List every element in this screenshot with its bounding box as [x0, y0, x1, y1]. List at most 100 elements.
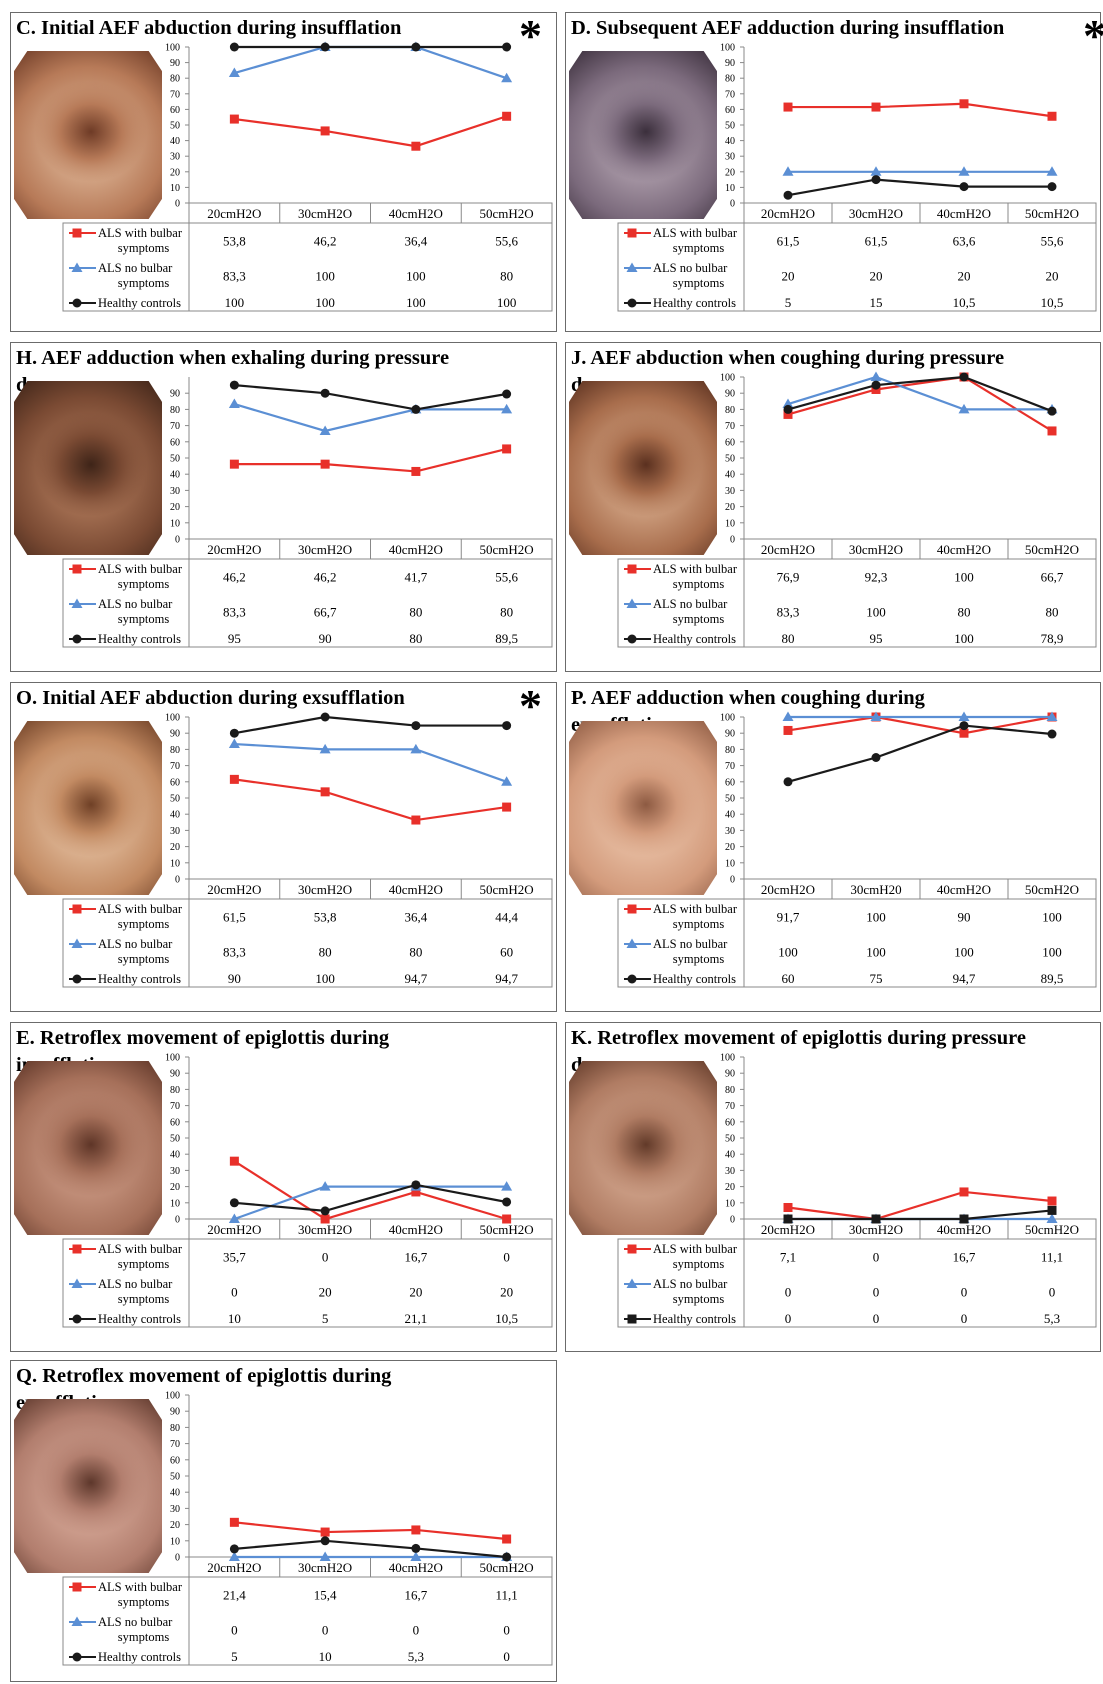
- data-point: [229, 42, 239, 52]
- y-tick-label: 20: [170, 502, 180, 513]
- y-tick-label: 30: [725, 1166, 735, 1177]
- legend-marker: [627, 228, 637, 238]
- data-point: [502, 111, 512, 121]
- laryngoscopy-photo: [14, 381, 162, 555]
- data-point: [319, 1181, 331, 1191]
- x-category-label: 20cmH2O: [207, 542, 261, 557]
- x-category-label: 30cmH2O: [849, 542, 903, 557]
- y-tick-label: 10: [725, 518, 735, 529]
- legend-marker: [627, 298, 637, 308]
- data-point: [501, 72, 513, 83]
- series-line: [234, 402, 507, 433]
- x-category-label: 20cmH2O: [761, 206, 815, 221]
- legend-marker: [72, 228, 82, 238]
- y-tick-label: 90: [725, 389, 735, 400]
- legend-label: symptoms: [673, 917, 725, 931]
- table-cell-value: 94,7: [495, 971, 518, 986]
- legend-label: ALS with bulbar: [653, 1242, 738, 1256]
- data-point: [320, 459, 330, 469]
- legend-label: Healthy controls: [98, 296, 181, 310]
- series-line: [787, 375, 1053, 432]
- y-tick-label: 0: [175, 1553, 180, 1564]
- data-point: [502, 444, 512, 454]
- x-category-label: 30cmH2O: [298, 206, 352, 221]
- table-cell-value: 90: [228, 971, 241, 986]
- legend-marker: [71, 1278, 83, 1288]
- y-tick-label: 70: [170, 1439, 180, 1450]
- data-point: [1046, 711, 1058, 721]
- data-point: [959, 721, 969, 731]
- table-cell-value: 100: [954, 945, 974, 960]
- table-cell-value: 21,4: [223, 1588, 246, 1603]
- legend-label: symptoms: [118, 1292, 170, 1306]
- y-tick-label: 0: [730, 1215, 735, 1226]
- table-cell-value: 0: [785, 1311, 792, 1326]
- y-tick-label: 30: [170, 152, 180, 163]
- data-point: [411, 404, 421, 414]
- legend-marker: [627, 564, 637, 574]
- x-category-label: 30cmH2O: [298, 882, 352, 897]
- legend-marker: [626, 1278, 638, 1288]
- legend-marker: [72, 974, 82, 984]
- panel-O: O. Initial AEF abduction during exsuffla…: [10, 682, 557, 1012]
- x-category-label: 40cmH2O: [937, 882, 991, 897]
- table-cell-value: 53,8: [223, 234, 246, 249]
- table-cell-value: 10,5: [495, 1311, 518, 1326]
- data-point: [870, 371, 882, 381]
- table-cell-value: 20: [500, 1285, 513, 1300]
- table-cell-value: 16,7: [405, 1250, 428, 1265]
- x-category-label: 40cmH2O: [389, 1560, 443, 1575]
- table-cell-value: 55,6: [1041, 234, 1064, 249]
- table-cell-value: 20: [782, 269, 795, 284]
- table-cell-value: 83,3: [223, 945, 246, 960]
- table-cell-value: 63,6: [953, 234, 976, 249]
- table-cell-value: 100: [315, 295, 335, 310]
- series-line: [234, 715, 507, 735]
- y-tick-label: 80: [170, 74, 180, 85]
- data-point: [228, 67, 240, 78]
- table-cell-value: 0: [873, 1311, 880, 1326]
- laryngoscopy-photo: [14, 721, 162, 895]
- panel-title: E. Retroflex movement of epiglottis duri…: [16, 1027, 390, 1076]
- significance-star: *: [1083, 13, 1103, 59]
- table-cell-value: 36,4: [405, 234, 428, 249]
- y-tick-label: 10: [725, 1198, 735, 1209]
- table-cell-value: 20: [1046, 269, 1059, 284]
- legend-label: symptoms: [673, 1292, 725, 1306]
- table-cell-value: 100: [1042, 910, 1062, 925]
- table-cell-value: 15: [870, 295, 883, 310]
- table-cell-value: 0: [503, 1649, 510, 1664]
- y-tick-label: 80: [725, 405, 735, 416]
- table-cell-value: 76,9: [777, 570, 800, 585]
- data-point: [871, 102, 881, 112]
- table-cell-value: 0: [231, 1623, 238, 1638]
- table-cell-value: 10,5: [1041, 295, 1064, 310]
- data-point: [502, 1214, 512, 1224]
- data-point: [871, 380, 881, 390]
- y-tick-label: 0: [730, 199, 735, 210]
- significance-star: *: [519, 680, 542, 731]
- data-point: [783, 404, 793, 414]
- legend-label: Healthy controls: [98, 1312, 181, 1326]
- table-cell-value: 61,5: [777, 234, 800, 249]
- y-tick-label: 70: [170, 421, 180, 432]
- data-point: [783, 1202, 793, 1212]
- table-cell-value: 20: [409, 1285, 422, 1300]
- y-tick-label: 10: [170, 183, 180, 194]
- y-tick-label: 100: [720, 713, 735, 724]
- y-tick-label: 40: [170, 470, 180, 481]
- series-line: [234, 1183, 507, 1213]
- data-point: [320, 787, 330, 797]
- y-tick-label: 0: [175, 535, 180, 546]
- data-point: [783, 409, 793, 419]
- x-category-label: 40cmH2O: [937, 542, 991, 557]
- y-tick-label: 80: [725, 1085, 735, 1096]
- data-point: [411, 42, 421, 52]
- x-category-label: 30cmH2O: [849, 206, 903, 221]
- table-cell-value: 44,4: [495, 910, 518, 925]
- table-cell-value: 90: [958, 910, 971, 925]
- x-category-label: 30cmH2O: [298, 1222, 352, 1237]
- y-tick-label: 20: [170, 842, 180, 853]
- table-cell-value: 100: [315, 269, 335, 284]
- data-point: [870, 711, 882, 721]
